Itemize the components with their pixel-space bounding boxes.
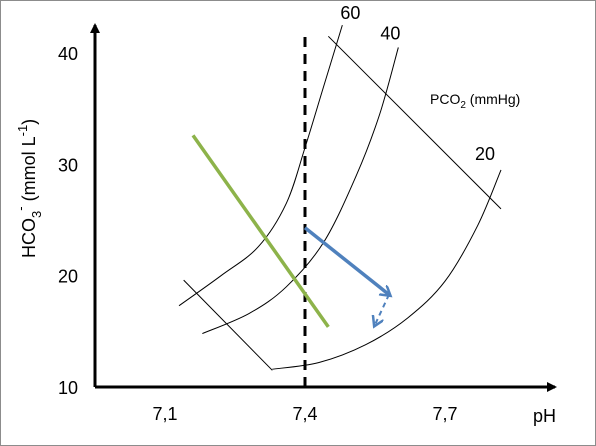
green-buffer-line — [191, 134, 330, 328]
y-axis-title: HCO3- (mmol L-1) — [13, 119, 44, 258]
isobar-label-40: 40 — [380, 23, 400, 43]
y-tick-labels: 10 20 30 40 — [58, 44, 78, 398]
isobar-20 — [272, 169, 502, 370]
x-tick-label: 7,4 — [292, 404, 317, 424]
isobar-60 — [178, 25, 343, 307]
y-tick-label: 30 — [58, 155, 78, 175]
x-tick-label: 7,1 — [152, 404, 177, 424]
y-tick-label: 10 — [58, 378, 78, 398]
legend-title: PCO2 (mmHg) — [430, 91, 520, 111]
buffer-lines — [183, 35, 502, 371]
x-tick-labels: 7,1 7,4 7,7 — [152, 404, 457, 424]
isobar-labels: 60 40 20 — [340, 3, 495, 164]
buffer-line-1 — [183, 279, 273, 371]
buffer-line-2 — [327, 35, 502, 210]
y-tick-label: 40 — [58, 44, 78, 64]
blue-arrow — [303, 226, 389, 295]
isobar-label-20: 20 — [475, 144, 495, 164]
isobar-curves — [178, 25, 502, 370]
y-tick-label: 20 — [58, 267, 78, 287]
dashed-blue-arrow — [375, 294, 390, 325]
x-tick-label: 7,7 — [432, 404, 457, 424]
isobar-40 — [202, 47, 399, 335]
isobar-label-60: 60 — [340, 3, 360, 23]
x-axis-title: pH — [533, 406, 556, 426]
